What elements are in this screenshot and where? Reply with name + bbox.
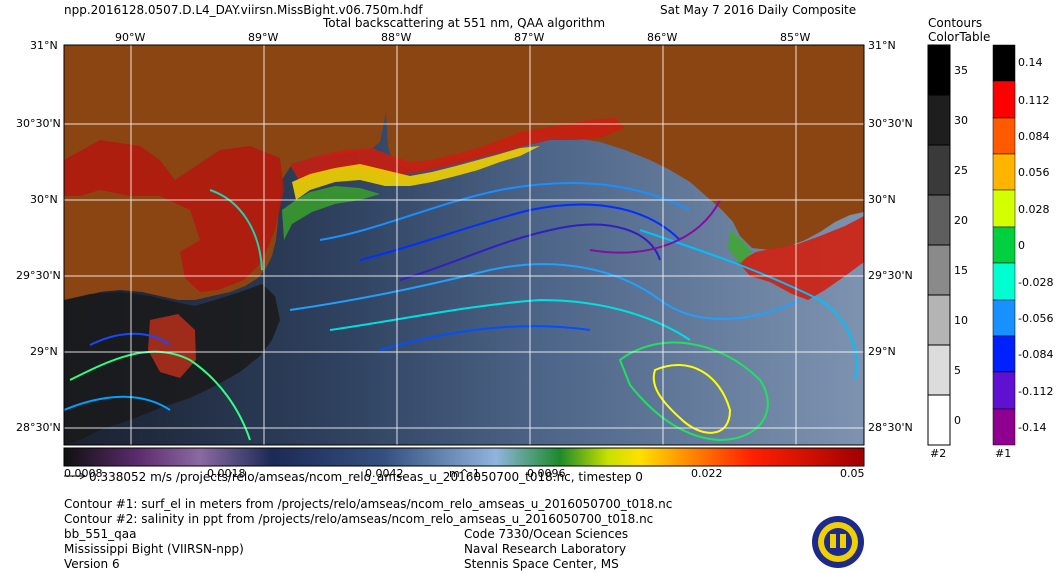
legend-label: 0.084 bbox=[1018, 130, 1050, 143]
backscatter-colorbar bbox=[63, 447, 865, 467]
vector-scale-text: 0.338052 m/s /projects/relo/amseas/ncom_… bbox=[89, 470, 643, 484]
product-name: bb_551_qaa bbox=[64, 527, 137, 541]
contour-line bbox=[63, 395, 171, 411]
map-area bbox=[64, 45, 864, 445]
product-subtitle: Total backscattering at 551 nm, QAA algo… bbox=[323, 16, 606, 30]
legend-label: -0.14 bbox=[1018, 421, 1047, 434]
lat-tick-label: 29°30'N bbox=[868, 269, 913, 282]
legend-label: 5 bbox=[954, 364, 961, 377]
legend-label: 30 bbox=[954, 114, 968, 127]
lat-tick-label: 29°30'N bbox=[16, 269, 61, 282]
colorbar-tick: 0.0018 bbox=[207, 467, 246, 480]
west-delta-red bbox=[64, 140, 284, 292]
colorbar-tick: 0.0096 bbox=[527, 467, 566, 480]
legend-id: #2 bbox=[930, 447, 947, 460]
lon-tick-label: 88°W bbox=[381, 31, 412, 44]
delta-red-patch bbox=[148, 314, 196, 378]
version-text: Version 6 bbox=[64, 557, 120, 571]
contour-line bbox=[209, 189, 263, 271]
org-line-1: Code 7330/Ocean Sciences bbox=[464, 527, 629, 541]
colorbar-unit: m^-1 bbox=[449, 467, 480, 480]
lat-tick-label: 30°30'N bbox=[16, 117, 61, 130]
east-plume-red bbox=[738, 216, 864, 300]
legend-label: 0.14 bbox=[1018, 56, 1043, 69]
contours bbox=[63, 181, 858, 442]
lon-tick-label: 86°W bbox=[647, 31, 678, 44]
lat-tick-label: 31°N bbox=[868, 39, 896, 52]
legend-surf-el bbox=[992, 44, 1016, 446]
contour-line bbox=[289, 263, 801, 320]
file-title: npp.2016128.0507.D.L4_DAY.viirsn.MissBig… bbox=[64, 3, 423, 17]
legend-label: -0.028 bbox=[1018, 276, 1054, 289]
contour-line bbox=[69, 350, 251, 441]
contour-line bbox=[652, 364, 732, 434]
legend-label: -0.112 bbox=[1018, 385, 1054, 398]
region-name: Mississippi Bight (VIIRSN-npp) bbox=[64, 542, 244, 556]
contour-line bbox=[639, 229, 858, 381]
legend-id: #1 bbox=[995, 447, 1012, 460]
legend-salinity bbox=[927, 44, 951, 446]
graticule bbox=[64, 45, 864, 445]
contour2-text: Contour #2: salinity in ppt from /projec… bbox=[64, 512, 654, 526]
legend-label: 0 bbox=[1018, 239, 1025, 252]
legend-label: 25 bbox=[954, 164, 968, 177]
colorbar-tick: 0.022 bbox=[691, 467, 723, 480]
lat-tick-label: 31°N bbox=[30, 39, 58, 52]
legend-label: 0.112 bbox=[1018, 94, 1050, 107]
legend-label: 15 bbox=[954, 264, 968, 277]
lat-tick-label: 30°30'N bbox=[868, 117, 913, 130]
legend-label: 20 bbox=[954, 214, 968, 227]
contour-legend-title: Contours ColorTable bbox=[928, 16, 991, 44]
legend-label: -0.084 bbox=[1018, 348, 1054, 361]
legend-label: 10 bbox=[954, 314, 968, 327]
contour1-text: Contour #1: surf_el in meters from /proj… bbox=[64, 497, 673, 511]
legend-label: 0.028 bbox=[1018, 203, 1050, 216]
colorbar-tick: 0.05 bbox=[840, 467, 865, 480]
legend-label: -0.056 bbox=[1018, 312, 1054, 325]
legend-label: 0.056 bbox=[1018, 166, 1050, 179]
legend-label: 0 bbox=[954, 414, 961, 427]
contour-line bbox=[399, 223, 661, 281]
org-line-2: Naval Research Laboratory bbox=[464, 542, 627, 556]
legend-label: 35 bbox=[954, 64, 968, 77]
nrl-seal-logo bbox=[812, 516, 864, 568]
org-line-3: Stennis Space Center, MS bbox=[464, 557, 619, 571]
lat-tick-label: 28°30'N bbox=[16, 421, 61, 434]
east-plume-green bbox=[728, 230, 752, 264]
colorbar-tick: 0.0042 bbox=[365, 467, 404, 480]
map-frame bbox=[63, 44, 865, 446]
coastal-plume-yellow bbox=[292, 146, 540, 200]
lon-tick-label: 87°W bbox=[514, 31, 545, 44]
coastal-plume-red bbox=[290, 118, 625, 182]
contour-line bbox=[589, 199, 721, 254]
lat-tick-label: 30°N bbox=[868, 193, 896, 206]
vector-scale-arrowhead bbox=[79, 472, 86, 480]
lon-tick-label: 90°W bbox=[115, 31, 146, 44]
contour-line bbox=[329, 298, 691, 341]
composite-date: Sat May 7 2016 Daily Composite bbox=[660, 3, 857, 17]
contour-line bbox=[379, 325, 591, 351]
lat-tick-label: 30°N bbox=[30, 193, 58, 206]
lat-tick-label: 29°N bbox=[30, 345, 58, 358]
lon-tick-label: 89°W bbox=[248, 31, 279, 44]
lon-tick-label: 85°W bbox=[780, 31, 811, 44]
colorbar-tick: 0.0008 bbox=[64, 467, 103, 480]
contour-line bbox=[89, 332, 171, 346]
contour-line bbox=[319, 181, 691, 241]
lat-tick-label: 29°N bbox=[868, 345, 896, 358]
lat-tick-label: 28°30'N bbox=[868, 421, 913, 434]
